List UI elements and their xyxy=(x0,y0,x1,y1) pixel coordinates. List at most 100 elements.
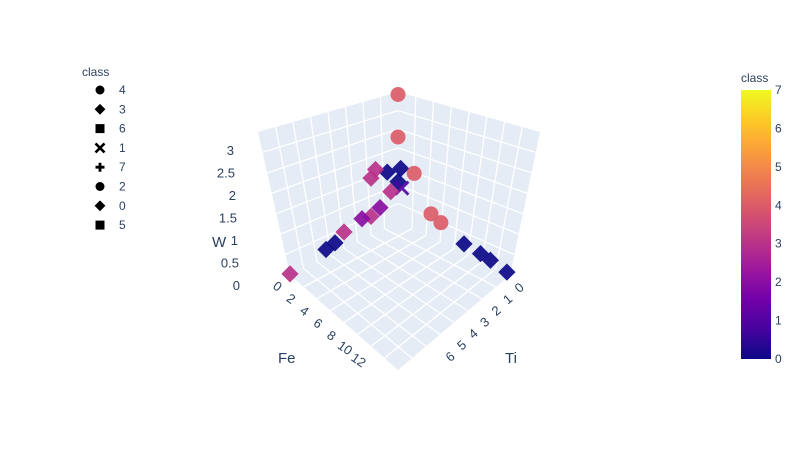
grid-line xyxy=(262,109,399,154)
y-tick-label: 6 xyxy=(311,315,326,331)
y-tick-label: 8 xyxy=(324,327,339,343)
x-tick-label: 2 xyxy=(489,302,504,318)
legend-label: 5 xyxy=(119,218,126,232)
right-wall xyxy=(398,92,540,275)
legend-item[interactable]: 1 xyxy=(94,141,127,155)
colorbar: class 0 1 2 3 4 5 6 7 xyxy=(741,71,782,366)
z-tick-label: 1.5 xyxy=(219,211,237,226)
grid-line xyxy=(397,128,532,174)
grid-line xyxy=(384,228,497,288)
y-tick-label: 10 xyxy=(335,338,355,359)
legend-title: class xyxy=(82,65,109,79)
z-tick-label: 2.5 xyxy=(217,166,235,181)
legend-item[interactable]: 4 xyxy=(95,83,127,97)
legend-item[interactable]: 2 xyxy=(95,180,127,194)
floor xyxy=(290,222,510,370)
legend-item[interactable]: 6 xyxy=(95,122,127,136)
x-tick-label: 5 xyxy=(454,337,469,353)
y-tick-label: 12 xyxy=(348,350,368,371)
colorbar-tick-label: 5 xyxy=(775,160,782,174)
grid-line xyxy=(397,147,528,194)
grid-line xyxy=(292,121,318,262)
grid-line xyxy=(453,111,470,249)
legend-label: 1 xyxy=(119,141,126,155)
legend-symbol xyxy=(95,162,105,172)
z-axis-title: W xyxy=(212,234,227,251)
legend-item[interactable]: 0 xyxy=(94,199,126,213)
scatter-point xyxy=(390,87,406,102)
grid-line xyxy=(280,184,399,235)
y-tick-label: 4 xyxy=(297,303,312,319)
legend: class 4 3 6 1 7 2 0 5 xyxy=(82,65,126,232)
legend-label: 2 xyxy=(119,180,126,194)
grid-line xyxy=(274,126,305,269)
grid-line xyxy=(343,247,455,324)
grid-line xyxy=(370,261,483,347)
colorbar-tick-label: 6 xyxy=(775,121,782,135)
legend-label: 7 xyxy=(119,160,126,174)
legend-item[interactable]: 5 xyxy=(95,218,127,232)
colorbar-tick-label: 0 xyxy=(775,352,782,366)
data-points xyxy=(281,87,516,283)
x-tick-label: 3 xyxy=(477,314,492,330)
scatter-point xyxy=(455,235,473,253)
scatter-point xyxy=(433,215,449,231)
legend-symbol xyxy=(94,103,106,115)
y-tick-label: 0 xyxy=(270,278,285,294)
scatter-point xyxy=(362,169,380,187)
x-tick-label: 6 xyxy=(443,348,458,364)
colorbar-tick-label: 4 xyxy=(775,198,782,212)
legend-symbol xyxy=(95,124,105,134)
grid-line xyxy=(309,116,332,256)
y-tick-label: 2 xyxy=(284,290,299,306)
colorbar-gradient xyxy=(741,90,771,359)
colorbar-tick-label: 7 xyxy=(775,83,782,97)
scatter-point xyxy=(498,263,516,281)
scatter-point xyxy=(423,206,439,222)
legend-symbol xyxy=(95,220,105,230)
scatter-point xyxy=(378,163,396,181)
grid-line xyxy=(397,184,519,235)
x-axis-title: Ti xyxy=(505,350,517,367)
legend-label: 4 xyxy=(119,83,126,97)
legend-label: 3 xyxy=(119,102,126,116)
legend-item[interactable]: 3 xyxy=(94,102,126,116)
scatter-point xyxy=(371,199,389,217)
scatter-point xyxy=(317,240,335,259)
grid-line xyxy=(327,111,345,249)
z-tick-label: 0.5 xyxy=(221,256,239,271)
grid-line xyxy=(370,234,483,300)
legend-symbol xyxy=(95,85,105,95)
z-tick-label: 3 xyxy=(227,143,234,158)
z-tick-label: 2 xyxy=(229,188,236,203)
colorbar-tick-label: 2 xyxy=(775,275,782,289)
grid-line xyxy=(384,267,497,359)
x-tick-label: 1 xyxy=(500,291,515,307)
y-axis-title: Fe xyxy=(278,350,296,367)
legend-item[interactable]: 7 xyxy=(95,160,127,174)
grid-line xyxy=(271,147,399,194)
scatter-point xyxy=(406,165,422,181)
x-tick-label: 4 xyxy=(466,325,481,341)
grid-line xyxy=(495,126,523,269)
scatter-point xyxy=(382,182,400,201)
grid-line xyxy=(266,128,399,174)
scatter-point xyxy=(353,210,371,228)
grid-line xyxy=(397,109,536,154)
scatter-point xyxy=(281,265,299,283)
grid-line xyxy=(357,241,469,312)
colorbar-title: class xyxy=(741,71,768,85)
legend-label: 6 xyxy=(119,122,126,136)
legend-symbol xyxy=(94,142,106,154)
colorbar-tick-label: 1 xyxy=(775,314,782,328)
x-tick-label: 0 xyxy=(512,279,527,295)
scatter-point xyxy=(392,159,410,178)
z-tick-label: 0 xyxy=(233,278,240,293)
grid-line xyxy=(481,121,506,262)
grid-line xyxy=(411,96,417,229)
scatter-point xyxy=(335,223,353,241)
legend-label: 0 xyxy=(119,199,126,213)
scatter-point xyxy=(390,129,406,145)
z-tick-label: 1 xyxy=(231,233,238,248)
